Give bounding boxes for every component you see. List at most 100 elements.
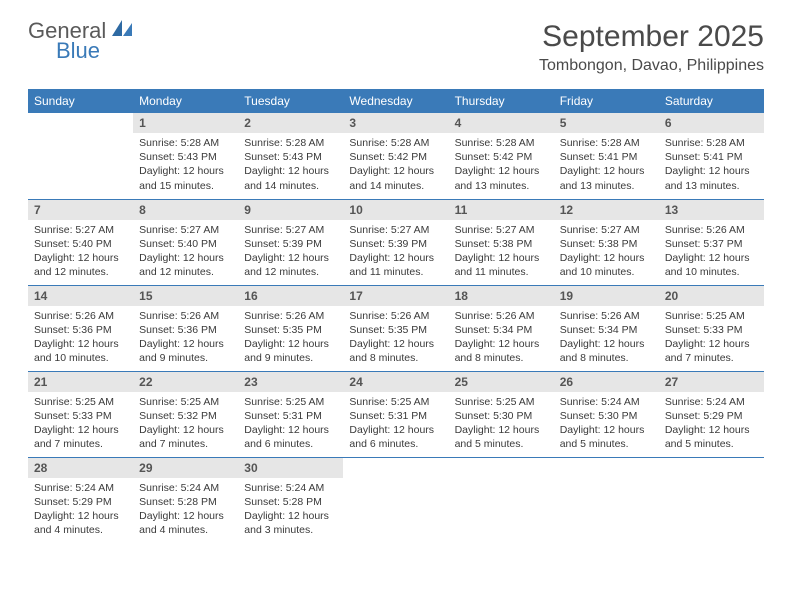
title-block: September 2025 Tombongon, Davao, Philipp… <box>539 20 764 75</box>
day-details: Sunrise: 5:26 AMSunset: 5:34 PMDaylight:… <box>554 306 659 370</box>
calendar-day-cell: 13Sunrise: 5:26 AMSunset: 5:37 PMDayligh… <box>659 199 764 285</box>
day-details: Sunrise: 5:27 AMSunset: 5:39 PMDaylight:… <box>343 220 448 284</box>
day-number: 13 <box>659 200 764 220</box>
calendar-day-cell: 2Sunrise: 5:28 AMSunset: 5:43 PMDaylight… <box>238 113 343 199</box>
calendar-empty-cell <box>28 113 133 199</box>
calendar-day-cell: 19Sunrise: 5:26 AMSunset: 5:34 PMDayligh… <box>554 285 659 371</box>
day-number: 12 <box>554 200 659 220</box>
calendar-empty-cell <box>343 457 448 543</box>
location-text: Tombongon, Davao, Philippines <box>539 57 764 75</box>
day-number: 26 <box>554 372 659 392</box>
calendar-empty-cell <box>554 457 659 543</box>
day-details: Sunrise: 5:28 AMSunset: 5:41 PMDaylight:… <box>659 133 764 197</box>
calendar-table: SundayMondayTuesdayWednesdayThursdayFrid… <box>28 89 764 543</box>
calendar-day-cell: 9Sunrise: 5:27 AMSunset: 5:39 PMDaylight… <box>238 199 343 285</box>
calendar-header-row: SundayMondayTuesdayWednesdayThursdayFrid… <box>28 89 764 113</box>
day-details: Sunrise: 5:27 AMSunset: 5:40 PMDaylight:… <box>28 220 133 284</box>
day-details: Sunrise: 5:24 AMSunset: 5:29 PMDaylight:… <box>28 478 133 542</box>
day-details: Sunrise: 5:24 AMSunset: 5:28 PMDaylight:… <box>133 478 238 542</box>
calendar-day-cell: 7Sunrise: 5:27 AMSunset: 5:40 PMDaylight… <box>28 199 133 285</box>
weekday-header: Wednesday <box>343 89 448 113</box>
day-number: 22 <box>133 372 238 392</box>
day-number: 17 <box>343 286 448 306</box>
day-details: Sunrise: 5:25 AMSunset: 5:33 PMDaylight:… <box>659 306 764 370</box>
day-details: Sunrise: 5:28 AMSunset: 5:43 PMDaylight:… <box>133 133 238 197</box>
calendar-day-cell: 8Sunrise: 5:27 AMSunset: 5:40 PMDaylight… <box>133 199 238 285</box>
day-details: Sunrise: 5:27 AMSunset: 5:40 PMDaylight:… <box>133 220 238 284</box>
day-details: Sunrise: 5:27 AMSunset: 5:38 PMDaylight:… <box>554 220 659 284</box>
day-details: Sunrise: 5:24 AMSunset: 5:30 PMDaylight:… <box>554 392 659 456</box>
day-number: 1 <box>133 113 238 133</box>
weekday-header: Friday <box>554 89 659 113</box>
day-number: 25 <box>449 372 554 392</box>
calendar-day-cell: 12Sunrise: 5:27 AMSunset: 5:38 PMDayligh… <box>554 199 659 285</box>
calendar-week-row: 1Sunrise: 5:28 AMSunset: 5:43 PMDaylight… <box>28 113 764 199</box>
calendar-day-cell: 18Sunrise: 5:26 AMSunset: 5:34 PMDayligh… <box>449 285 554 371</box>
calendar-day-cell: 25Sunrise: 5:25 AMSunset: 5:30 PMDayligh… <box>449 371 554 457</box>
calendar-day-cell: 5Sunrise: 5:28 AMSunset: 5:41 PMDaylight… <box>554 113 659 199</box>
calendar-week-row: 7Sunrise: 5:27 AMSunset: 5:40 PMDaylight… <box>28 199 764 285</box>
day-number: 7 <box>28 200 133 220</box>
day-details: Sunrise: 5:26 AMSunset: 5:36 PMDaylight:… <box>133 306 238 370</box>
calendar-day-cell: 28Sunrise: 5:24 AMSunset: 5:29 PMDayligh… <box>28 457 133 543</box>
day-details: Sunrise: 5:25 AMSunset: 5:31 PMDaylight:… <box>343 392 448 456</box>
day-number: 4 <box>449 113 554 133</box>
calendar-day-cell: 6Sunrise: 5:28 AMSunset: 5:41 PMDaylight… <box>659 113 764 199</box>
weekday-header: Monday <box>133 89 238 113</box>
day-number: 29 <box>133 458 238 478</box>
day-number: 6 <box>659 113 764 133</box>
weekday-header: Thursday <box>449 89 554 113</box>
day-number: 2 <box>238 113 343 133</box>
calendar-day-cell: 27Sunrise: 5:24 AMSunset: 5:29 PMDayligh… <box>659 371 764 457</box>
day-number: 20 <box>659 286 764 306</box>
day-details: Sunrise: 5:26 AMSunset: 5:36 PMDaylight:… <box>28 306 133 370</box>
calendar-week-row: 21Sunrise: 5:25 AMSunset: 5:33 PMDayligh… <box>28 371 764 457</box>
day-number: 11 <box>449 200 554 220</box>
calendar-day-cell: 20Sunrise: 5:25 AMSunset: 5:33 PMDayligh… <box>659 285 764 371</box>
calendar-day-cell: 14Sunrise: 5:26 AMSunset: 5:36 PMDayligh… <box>28 285 133 371</box>
calendar-week-row: 28Sunrise: 5:24 AMSunset: 5:29 PMDayligh… <box>28 457 764 543</box>
calendar-day-cell: 21Sunrise: 5:25 AMSunset: 5:33 PMDayligh… <box>28 371 133 457</box>
calendar-week-row: 14Sunrise: 5:26 AMSunset: 5:36 PMDayligh… <box>28 285 764 371</box>
day-number: 18 <box>449 286 554 306</box>
day-details: Sunrise: 5:25 AMSunset: 5:31 PMDaylight:… <box>238 392 343 456</box>
day-details: Sunrise: 5:26 AMSunset: 5:34 PMDaylight:… <box>449 306 554 370</box>
weekday-header: Saturday <box>659 89 764 113</box>
calendar-day-cell: 17Sunrise: 5:26 AMSunset: 5:35 PMDayligh… <box>343 285 448 371</box>
calendar-day-cell: 30Sunrise: 5:24 AMSunset: 5:28 PMDayligh… <box>238 457 343 543</box>
day-details: Sunrise: 5:24 AMSunset: 5:28 PMDaylight:… <box>238 478 343 542</box>
logo-sail-icon <box>112 20 134 42</box>
day-details: Sunrise: 5:27 AMSunset: 5:39 PMDaylight:… <box>238 220 343 284</box>
calendar-day-cell: 3Sunrise: 5:28 AMSunset: 5:42 PMDaylight… <box>343 113 448 199</box>
day-number: 19 <box>554 286 659 306</box>
calendar-day-cell: 10Sunrise: 5:27 AMSunset: 5:39 PMDayligh… <box>343 199 448 285</box>
day-details: Sunrise: 5:25 AMSunset: 5:33 PMDaylight:… <box>28 392 133 456</box>
calendar-day-cell: 15Sunrise: 5:26 AMSunset: 5:36 PMDayligh… <box>133 285 238 371</box>
calendar-day-cell: 24Sunrise: 5:25 AMSunset: 5:31 PMDayligh… <box>343 371 448 457</box>
page-title: September 2025 <box>539 20 764 53</box>
day-number: 8 <box>133 200 238 220</box>
day-details: Sunrise: 5:28 AMSunset: 5:43 PMDaylight:… <box>238 133 343 197</box>
calendar-day-cell: 22Sunrise: 5:25 AMSunset: 5:32 PMDayligh… <box>133 371 238 457</box>
logo-text: General Blue <box>28 20 134 62</box>
day-number: 15 <box>133 286 238 306</box>
logo: General Blue <box>28 20 134 62</box>
day-number: 30 <box>238 458 343 478</box>
day-number: 9 <box>238 200 343 220</box>
day-number: 23 <box>238 372 343 392</box>
logo-text-blue: Blue <box>56 40 134 62</box>
calendar-day-cell: 1Sunrise: 5:28 AMSunset: 5:43 PMDaylight… <box>133 113 238 199</box>
calendar-empty-cell <box>659 457 764 543</box>
calendar-day-cell: 16Sunrise: 5:26 AMSunset: 5:35 PMDayligh… <box>238 285 343 371</box>
day-number: 5 <box>554 113 659 133</box>
day-details: Sunrise: 5:26 AMSunset: 5:37 PMDaylight:… <box>659 220 764 284</box>
day-details: Sunrise: 5:28 AMSunset: 5:41 PMDaylight:… <box>554 133 659 197</box>
calendar-day-cell: 4Sunrise: 5:28 AMSunset: 5:42 PMDaylight… <box>449 113 554 199</box>
day-details: Sunrise: 5:25 AMSunset: 5:30 PMDaylight:… <box>449 392 554 456</box>
calendar-body: 1Sunrise: 5:28 AMSunset: 5:43 PMDaylight… <box>28 113 764 543</box>
day-number: 16 <box>238 286 343 306</box>
weekday-header: Tuesday <box>238 89 343 113</box>
day-details: Sunrise: 5:28 AMSunset: 5:42 PMDaylight:… <box>449 133 554 197</box>
day-details: Sunrise: 5:25 AMSunset: 5:32 PMDaylight:… <box>133 392 238 456</box>
day-number: 3 <box>343 113 448 133</box>
